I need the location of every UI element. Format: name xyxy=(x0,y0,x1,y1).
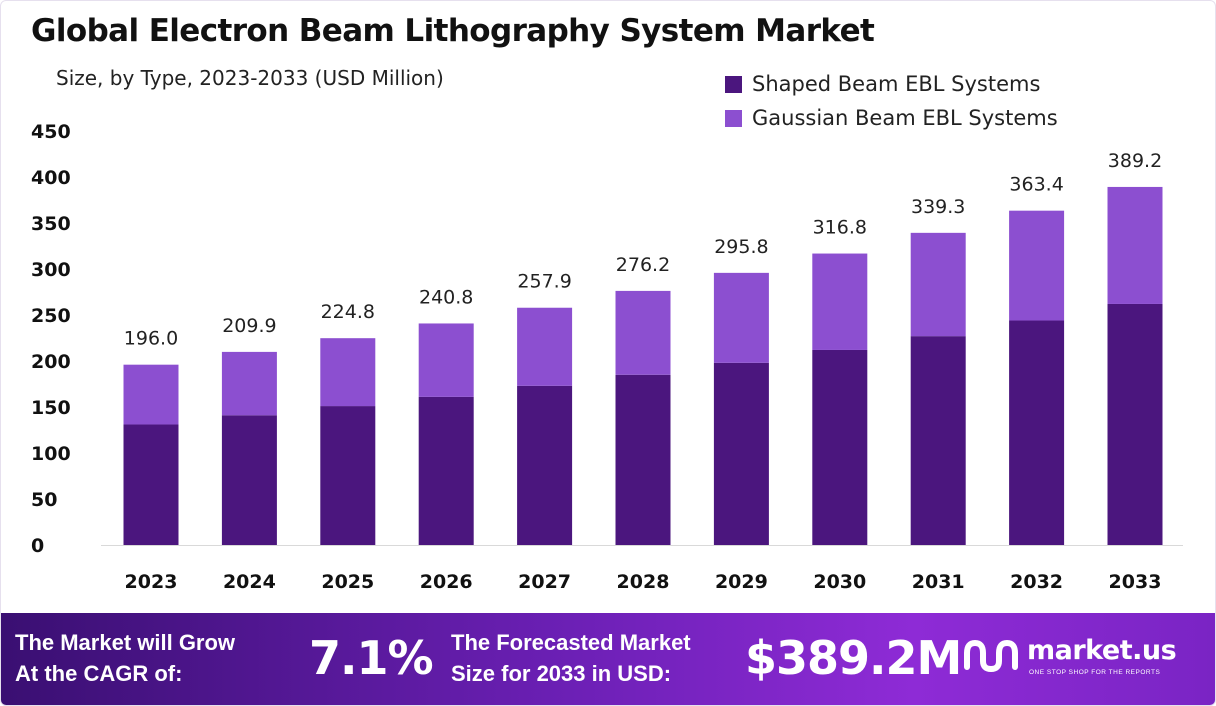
bar-total-label: 363.4 xyxy=(1009,174,1063,196)
bar-total-label: 276.2 xyxy=(616,254,670,276)
footer-banner: The Market will Grow At the CAGR of: 7.1… xyxy=(1,613,1215,705)
y-tick-label: 450 xyxy=(31,121,71,143)
chart-title: Global Electron Beam Lithography System … xyxy=(31,13,875,49)
cagr-value: 7.1% xyxy=(309,631,434,685)
y-tick-label: 400 xyxy=(31,167,71,189)
brand-name: market.us xyxy=(1027,635,1177,666)
bar-shaped-beam xyxy=(910,336,966,545)
x-tick-label: 2027 xyxy=(518,571,571,593)
bar-shaped-beam xyxy=(615,374,671,545)
bar-gaussian-beam xyxy=(1009,210,1065,321)
bar-total-label: 240.8 xyxy=(419,286,473,308)
bar-total-label: 339.3 xyxy=(911,196,965,218)
bar-total-label: 316.8 xyxy=(813,217,867,239)
bar-gaussian-beam xyxy=(615,290,671,375)
bar-gaussian-beam xyxy=(713,272,769,363)
y-tick-label: 50 xyxy=(31,489,57,511)
x-tick-label: 2023 xyxy=(125,571,178,593)
bar-shaped-beam xyxy=(221,415,277,545)
chart-subtitle: Size, by Type, 2023-2033 (USD Million) xyxy=(56,66,444,90)
x-tick-label: 2024 xyxy=(223,571,276,593)
forecast-label: The Forecasted Market Size for 2033 in U… xyxy=(451,627,691,689)
y-tick-label: 200 xyxy=(31,351,71,373)
y-tick-label: 150 xyxy=(31,397,71,419)
x-tick-label: 2031 xyxy=(912,571,965,593)
market-us-logo-icon xyxy=(964,639,1018,673)
bar-shaped-beam xyxy=(713,362,769,545)
legend-item-gaussian: Gaussian Beam EBL Systems xyxy=(725,101,1058,135)
bar-gaussian-beam xyxy=(123,364,179,425)
bar-gaussian-beam xyxy=(517,307,573,386)
bar-total-label: 389.2 xyxy=(1108,150,1162,172)
bar-shaped-beam xyxy=(1107,303,1163,545)
forecast-value: $389.2M xyxy=(745,631,962,685)
x-tick-label: 2030 xyxy=(813,571,866,593)
legend-label-gaussian: Gaussian Beam EBL Systems xyxy=(752,106,1058,130)
bar-shaped-beam xyxy=(418,396,474,545)
cagr-label-line1: The Market will Grow xyxy=(15,630,236,655)
forecast-label-line1: The Forecasted Market xyxy=(451,630,691,655)
bar-total-label: 196.0 xyxy=(124,328,178,350)
bar-total-label: 257.9 xyxy=(517,271,571,293)
legend-label-shaped: Shaped Beam EBL Systems xyxy=(752,72,1041,96)
bar-gaussian-beam xyxy=(812,253,868,350)
y-tick-label: 100 xyxy=(31,443,71,465)
y-tick-label: 0 xyxy=(31,535,44,557)
cagr-label: The Market will Grow At the CAGR of: xyxy=(15,627,235,689)
x-tick-label: 2032 xyxy=(1010,571,1063,593)
x-tick-label: 2028 xyxy=(617,571,670,593)
bar-total-label: 295.8 xyxy=(714,236,768,258)
bar-gaussian-beam xyxy=(320,338,376,407)
chart-legend: Shaped Beam EBL Systems Gaussian Beam EB… xyxy=(725,67,1058,135)
bar-shaped-beam xyxy=(320,406,376,545)
x-tick-label: 2029 xyxy=(715,571,768,593)
bar-shaped-beam xyxy=(812,349,868,545)
x-tick-label: 2025 xyxy=(321,571,374,593)
cagr-label-line2: At the CAGR of: xyxy=(15,661,183,686)
bar-gaussian-beam xyxy=(221,351,277,416)
bar-total-label: 209.9 xyxy=(222,315,276,337)
legend-item-shaped: Shaped Beam EBL Systems xyxy=(725,67,1058,101)
x-tick-label: 2033 xyxy=(1109,571,1162,593)
legend-swatch-gaussian xyxy=(725,109,742,127)
bar-shaped-beam xyxy=(1009,320,1065,545)
x-tick-label: 2026 xyxy=(420,571,473,593)
forecast-label-line2: Size for 2033 in USD: xyxy=(451,661,672,686)
bar-gaussian-beam xyxy=(1107,186,1163,304)
bar-total-label: 224.8 xyxy=(321,301,375,323)
legend-swatch-shaped xyxy=(725,75,742,93)
bar-shaped-beam xyxy=(517,385,573,545)
y-tick-label: 300 xyxy=(31,259,71,281)
bar-shaped-beam xyxy=(123,424,179,545)
brand-tagline: ONE STOP SHOP FOR THE REPORTS xyxy=(1029,669,1161,676)
y-tick-label: 250 xyxy=(31,305,71,327)
y-tick-label: 350 xyxy=(31,213,71,235)
bar-gaussian-beam xyxy=(418,323,474,397)
bar-chart: 0 50 100 150 200 250 300 350 400 450 196.0 2023 209.… xyxy=(31,121,1183,593)
bar-gaussian-beam xyxy=(910,232,966,337)
